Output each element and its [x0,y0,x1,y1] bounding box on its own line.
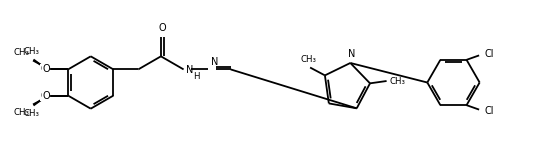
Text: CH₃: CH₃ [13,48,29,57]
Text: Cl: Cl [484,106,494,116]
Text: CH₃: CH₃ [24,109,40,118]
Text: O: O [40,91,47,101]
Text: CH₃: CH₃ [389,77,405,85]
Text: O: O [40,64,47,74]
Text: Cl: Cl [484,49,494,59]
Text: O: O [159,22,166,33]
Text: N: N [348,49,355,59]
Text: H: H [193,72,199,81]
Text: O: O [42,91,50,101]
Text: N: N [210,57,218,67]
Text: O: O [42,64,50,74]
Text: CH₃: CH₃ [24,47,40,56]
Text: N: N [186,65,193,75]
Text: CH₃: CH₃ [13,108,29,117]
Text: CH₃: CH₃ [300,55,316,64]
